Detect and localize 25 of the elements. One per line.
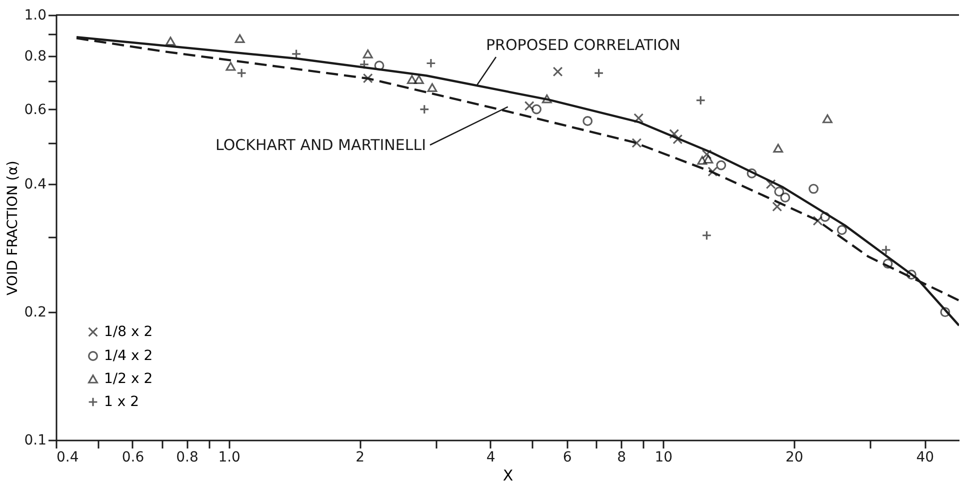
y-axis-title: VOID FRACTION (α): [5, 160, 22, 296]
legend-label: 1 x 2: [104, 394, 139, 410]
x-tick-label: 0.6: [122, 450, 144, 466]
x-tick-label: 1.0: [218, 450, 240, 466]
x-tick-label: 0.4: [56, 450, 79, 466]
x-tick-label: 2: [356, 450, 365, 466]
annotation: PROPOSED CORRELATION: [486, 36, 680, 54]
legend-label: 1/4 x 2: [104, 348, 153, 364]
x-tick-label: 20: [785, 450, 804, 466]
x-tick-label: 4: [486, 450, 496, 466]
y-tick-label: 0.6: [24, 102, 47, 118]
y-tick-label: 0.2: [24, 304, 46, 321]
x-tick-label: 0.8: [176, 450, 198, 466]
y-tick-label: 0.4: [24, 176, 47, 193]
y-tick-label: 0.1: [24, 432, 46, 448]
x-tick-label: 40: [916, 450, 934, 466]
x-axis-title: X: [502, 466, 514, 484]
y-tick-label: 0.8: [24, 48, 46, 65]
legend-label: 1/8 x 2: [104, 324, 153, 340]
legend-label: 1/2 x 2: [104, 371, 153, 387]
annotation: LOCKHART AND MARTINELLI: [216, 136, 426, 154]
y-tick-label: 1.0: [24, 8, 46, 24]
x-tick-label: 10: [654, 450, 673, 466]
x-tick-label: 8: [617, 450, 626, 466]
x-tick-label: 6: [562, 450, 572, 466]
